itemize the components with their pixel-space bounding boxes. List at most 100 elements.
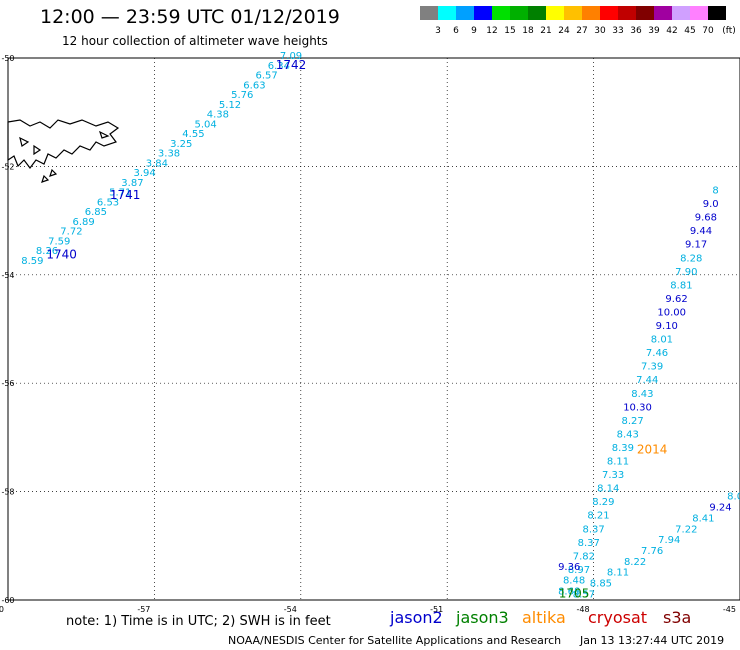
wave-height-value: 8.11: [607, 457, 629, 468]
wave-height-value: 7.39: [641, 362, 663, 373]
track-labels: 1742 1741 1740 2014 1705: [46, 58, 667, 600]
wave-height-value: 8.0: [727, 492, 740, 503]
legend-swatch: [474, 6, 492, 20]
x-tick-label: -54: [284, 605, 297, 614]
wave-height-value: 9.62: [665, 294, 687, 305]
legend-label: 12: [486, 26, 498, 36]
wave-height-value: 6.63: [243, 80, 265, 91]
wave-height-value: 7.59: [48, 236, 70, 247]
observations: 8.598.267.597.726.896.856.535.713.873.94…: [21, 51, 740, 600]
wave-height-value: 8.26: [36, 246, 58, 257]
legend-label: 33: [612, 26, 624, 36]
wave-height-value: 8.59: [21, 256, 43, 267]
wave-height-value: 4.55: [182, 129, 204, 140]
wave-height-value: 8.97: [568, 565, 590, 576]
wave-height-value: 6.57: [256, 71, 278, 82]
track-id-label: 1740: [46, 248, 77, 262]
satellite-name: s3a: [663, 608, 692, 627]
legend-swatch: [492, 6, 510, 20]
legend-swatch: [582, 6, 600, 20]
wave-height-value: 7.94: [658, 535, 680, 546]
legend-swatch: [546, 6, 564, 20]
wave-height-value: 8.85: [590, 578, 612, 589]
legend-label: 30: [594, 26, 606, 36]
satellite-name: altika: [522, 608, 566, 627]
y-tick-label: -56: [1, 379, 14, 388]
wave-height-value: 8: [712, 186, 718, 197]
wave-height-value: 9.10: [656, 321, 678, 332]
legend-label: 3: [435, 26, 441, 36]
wave-height-value: 8.21: [587, 511, 609, 522]
wave-height-value: 8.11: [607, 568, 629, 579]
legend-swatch: [456, 6, 474, 20]
credit-text: NOAA/NESDIS Center for Satellite Applica…: [228, 634, 562, 647]
satellite-name: jason2: [390, 608, 443, 627]
wave-height-value: 3.25: [170, 139, 192, 150]
wave-height-value: 8.43: [631, 389, 653, 400]
x-tick-label: -45: [723, 605, 736, 614]
legend-swatch: [564, 6, 582, 20]
satellite-name: jason3: [456, 608, 509, 627]
wave-height-value: 3.84: [146, 158, 168, 169]
wave-height-value: 8.29: [592, 497, 614, 508]
legend-label: 18: [522, 26, 534, 36]
wave-height-value: 9.0: [703, 199, 719, 210]
wave-height-value: 8.41: [692, 513, 714, 524]
wave-height-value: 6.34: [268, 61, 290, 72]
legend-label: 6: [453, 26, 459, 36]
wave-height-value: 7.82: [573, 551, 595, 562]
wave-height-value: 7.33: [602, 470, 624, 481]
wave-height-value: 8.68: [558, 587, 580, 598]
wave-height-value: 6.53: [97, 197, 119, 208]
legend-swatch: [510, 6, 528, 20]
wave-height-value: 8.22: [624, 557, 646, 568]
wave-height-value: 10.30: [623, 402, 652, 413]
wave-height-value: 3.38: [158, 149, 180, 160]
x-tick-label: -51: [430, 605, 443, 614]
wave-height-value: 7.44: [636, 375, 658, 386]
wave-height-value: 5.76: [231, 90, 253, 101]
wave-height-value: 8.81: [670, 280, 692, 291]
map-subtitle: 12 hour collection of altimeter wave hei…: [62, 34, 328, 48]
wave-height-value: 9.68: [695, 213, 717, 224]
wave-height-value: 9.36: [558, 562, 580, 573]
legend-label: 24: [558, 26, 570, 36]
wave-height-value: 5.12: [219, 100, 241, 111]
legend-swatch: [438, 6, 456, 20]
wave-height-value: 9.44: [690, 226, 712, 237]
legend-swatch: [618, 6, 636, 20]
wave-height-value: 8.39: [612, 443, 634, 454]
map-grid: [7, 57, 740, 601]
wave-height-value: 5.04: [195, 119, 217, 130]
wave-height-value: 8.27: [622, 416, 644, 427]
y-tick-label: -52: [1, 162, 14, 171]
legend-label: 36: [630, 26, 642, 36]
wave-height-value: 7.46: [646, 348, 668, 359]
x-tick-label: -60: [0, 605, 4, 614]
wave-height-value: 3.87: [121, 178, 143, 189]
legend-label: 21: [540, 26, 552, 36]
wave-height-value: 8.01: [651, 335, 673, 346]
wave-height-value: 7.76: [641, 546, 663, 557]
legend-swatch: [420, 6, 438, 20]
wave-height-value: 6.89: [73, 217, 95, 228]
legend-swatch: [690, 6, 708, 20]
legend-label: 15: [504, 26, 516, 36]
wave-height-value: 8.37: [578, 538, 600, 549]
legend-swatch: [636, 6, 654, 20]
track-id-label: 1705: [559, 586, 590, 600]
x-tick-label: -48: [577, 605, 590, 614]
y-tick-label: -60: [1, 596, 14, 605]
wave-height-value: 8.43: [617, 429, 639, 440]
wave-height-value: 8.14: [597, 484, 619, 495]
legend-swatch: [708, 6, 726, 20]
timestamp: Jan 13 13:27:44 UTC 2019: [580, 634, 725, 647]
legend-swatch: [600, 6, 618, 20]
wave-height-value: 10.00: [657, 307, 686, 318]
satellite-name: cryosat: [588, 608, 648, 627]
map-title: 12:00 — 23:59 UTC 01/12/2019: [40, 6, 340, 28]
falkland-islands-coastline: [7, 119, 120, 183]
legend-label: 42: [666, 26, 678, 36]
y-tick-label: -58: [1, 488, 14, 497]
